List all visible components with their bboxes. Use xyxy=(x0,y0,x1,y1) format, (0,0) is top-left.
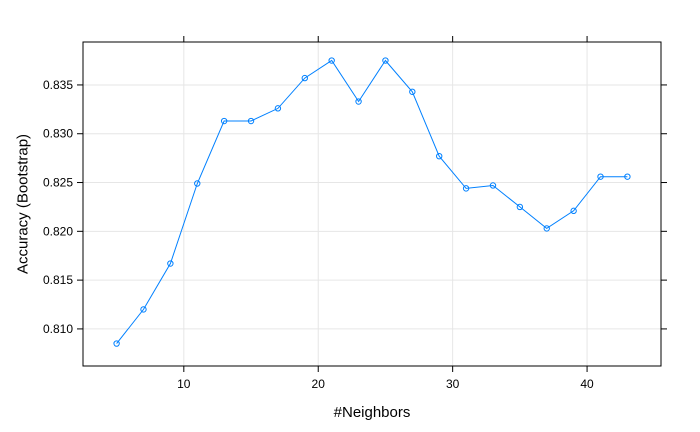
y-axis: 0.810 0.815 0.820 0.825 0.830 0.835 xyxy=(43,78,667,336)
data-point xyxy=(167,260,174,267)
y-axis-title: Accuracy (Bootstrap) xyxy=(14,134,31,274)
x-axis: 10 20 30 40 xyxy=(177,36,594,391)
x-tick-label: 40 xyxy=(580,377,594,391)
grid-lines xyxy=(83,42,661,366)
data-point xyxy=(516,203,524,211)
data-point xyxy=(409,88,416,95)
data-point xyxy=(436,152,443,160)
data-point xyxy=(570,207,577,215)
data-point xyxy=(382,57,389,64)
y-tick-label: 0.810 xyxy=(43,322,73,336)
data-point xyxy=(489,182,497,189)
data-point xyxy=(462,185,470,192)
data-point xyxy=(113,340,120,347)
x-tick-label: 20 xyxy=(312,377,326,391)
data-point xyxy=(355,98,362,105)
x-axis-title: #Neighbors xyxy=(334,404,411,421)
y-tick-label: 0.830 xyxy=(43,127,73,141)
data-point xyxy=(543,225,550,232)
y-tick-label: 0.835 xyxy=(43,78,73,92)
data-point xyxy=(194,180,201,187)
data-point xyxy=(274,105,282,112)
data-point xyxy=(247,117,255,125)
plot-frame xyxy=(82,41,662,367)
data-point xyxy=(301,74,308,82)
data-point xyxy=(220,117,228,125)
data-point xyxy=(140,306,147,313)
data-point xyxy=(597,173,604,180)
x-tick-label: 10 xyxy=(177,377,191,391)
x-tick-label: 30 xyxy=(446,377,460,391)
data-point xyxy=(328,57,335,64)
series-layer xyxy=(113,57,631,347)
data-point xyxy=(624,173,631,180)
y-tick-label: 0.820 xyxy=(43,224,73,238)
y-tick-label: 0.815 xyxy=(43,273,73,287)
series-line xyxy=(116,59,628,344)
y-tick-label: 0.825 xyxy=(43,176,73,190)
